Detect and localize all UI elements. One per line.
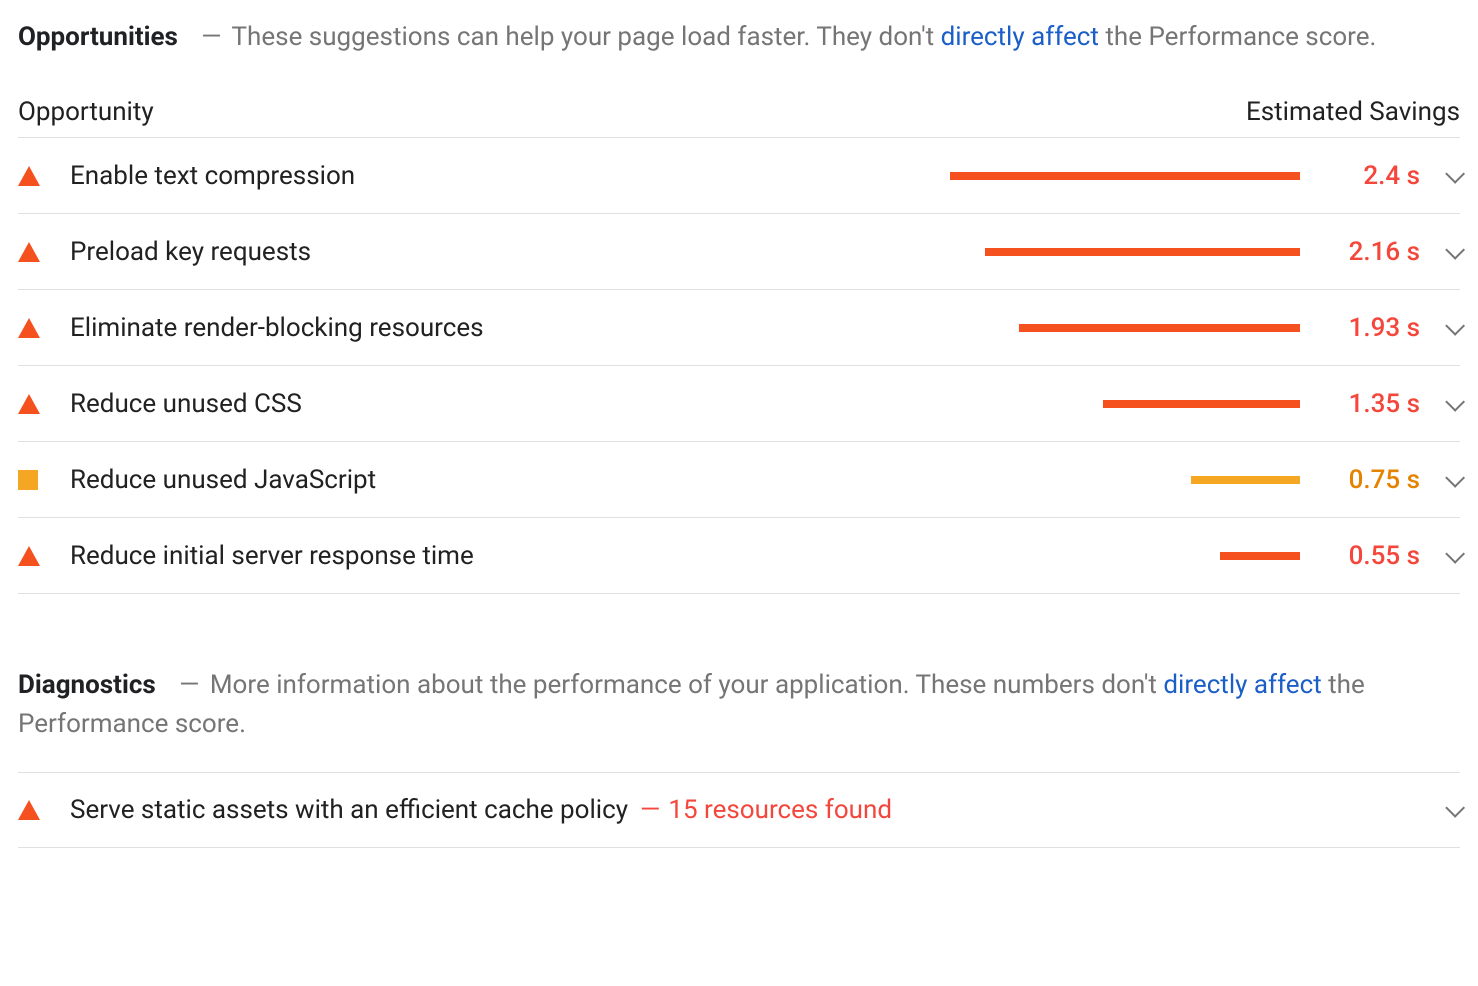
opportunity-label: Reduce initial server response time [70,541,950,571]
chevron-down-icon[interactable] [1420,549,1460,563]
savings-bar-track [950,400,1300,408]
opportunities-directly-affect-link[interactable]: directly affect [941,22,1099,52]
opportunities-title: Opportunities [18,22,178,52]
chevron-down-icon[interactable] [1420,803,1460,817]
diagnostic-label: Serve static assets with an efficient ca… [70,795,628,825]
diagnostic-row[interactable]: Serve static assets with an efficient ca… [18,772,1460,848]
savings-bar-track [950,476,1300,484]
opportunities-table-header: Opportunity Estimated Savings [18,97,1460,138]
square-average-icon [18,470,70,490]
savings-bar-fill [985,248,1300,256]
opportunity-row[interactable]: Enable text compression 2.4 s [18,138,1460,214]
diagnostics-intro-before: More information about the performance o… [210,670,1164,700]
savings-value: 1.93 s [1320,313,1420,343]
savings-bar-track [950,324,1300,332]
opportunity-row[interactable]: Reduce initial server response time 0.55 … [18,518,1460,594]
chevron-down-icon[interactable] [1420,245,1460,259]
opportunities-intro-after: the Performance score. [1099,22,1376,52]
opportunities-dash: — [197,22,225,52]
opportunity-row[interactable]: Preload key requests 2.16 s [18,214,1460,290]
opportunity-row[interactable]: Reduce unused CSS 1.35 s [18,366,1460,442]
triangle-fail-icon [18,166,70,186]
savings-value: 0.55 s [1320,541,1420,571]
chevron-down-icon[interactable] [1420,321,1460,335]
savings-value: 2.4 s [1320,161,1420,191]
diagnostics-directly-affect-link[interactable]: directly affect [1163,670,1321,700]
opportunity-label: Eliminate render-blocking resources [70,313,950,343]
savings-value: 1.35 s [1320,389,1420,419]
opportunity-label: Reduce unused JavaScript [70,465,950,495]
diagnostic-count: 15 resources found [668,795,1420,825]
opportunities-intro: Opportunities — These suggestions can he… [18,18,1460,57]
diagnostics-intro: Diagnostics — More information about the… [18,666,1460,744]
column-header-savings: Estimated Savings [1246,97,1460,127]
opportunity-list: Enable text compression 2.4 s Preload key … [18,138,1460,594]
triangle-fail-icon [18,318,70,338]
savings-bar-fill [950,172,1300,180]
triangle-fail-icon [18,394,70,414]
chevron-down-icon[interactable] [1420,397,1460,411]
savings-bar-fill [1191,476,1300,484]
opportunities-intro-before: These suggestions can help your page loa… [232,22,941,52]
chevron-down-icon[interactable] [1420,169,1460,183]
savings-bar-track [950,172,1300,180]
savings-value: 0.75 s [1320,465,1420,495]
opportunity-row[interactable]: Eliminate render-blocking resources 1.93 … [18,290,1460,366]
triangle-fail-icon [18,242,70,262]
opportunity-label: Reduce unused CSS [70,389,950,419]
diagnostic-dash: — [628,795,668,825]
opportunity-label: Preload key requests [70,237,950,267]
savings-value: 2.16 s [1320,237,1420,267]
chevron-down-icon[interactable] [1420,473,1460,487]
diagnostics-title: Diagnostics [18,670,156,700]
savings-bar-fill [1220,552,1300,560]
diagnostics-list: Serve static assets with an efficient ca… [18,772,1460,848]
opportunity-row[interactable]: Reduce unused JavaScript 0.75 s [18,442,1460,518]
diagnostics-dash: — [175,670,203,700]
savings-bar-fill [1103,400,1300,408]
triangle-fail-icon [18,800,70,820]
savings-bar-fill [1019,324,1300,332]
savings-bar-track [950,248,1300,256]
savings-bar-track [950,552,1300,560]
column-header-opportunity: Opportunity [18,97,154,127]
opportunity-label: Enable text compression [70,161,950,191]
triangle-fail-icon [18,546,70,566]
